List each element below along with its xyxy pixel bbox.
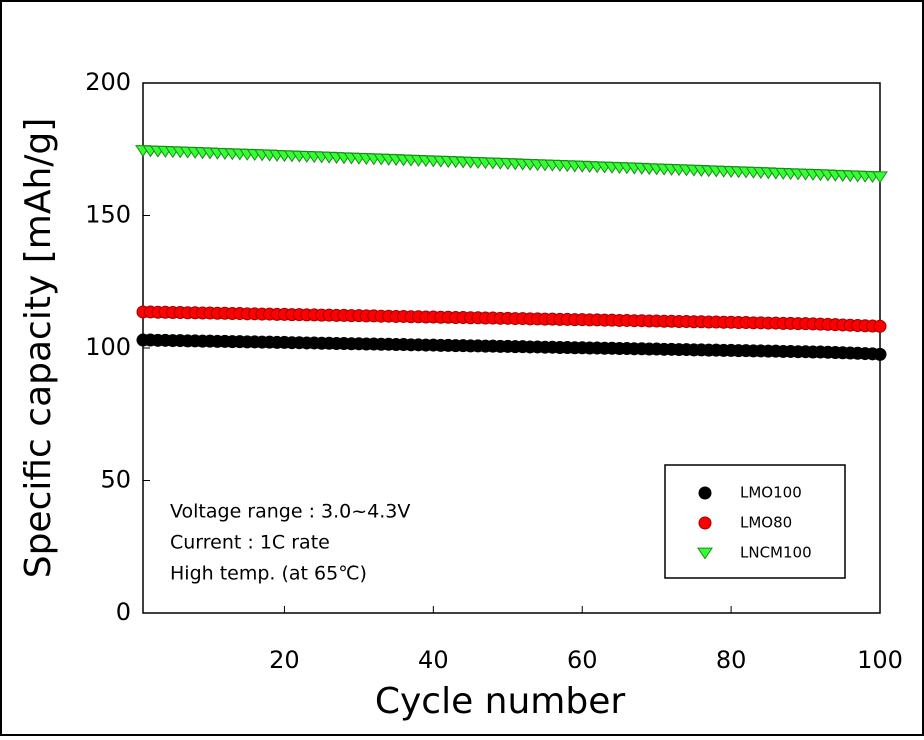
annotation: High temp. (at 65℃) [170,563,367,585]
annotation: Current : 1C rate [170,532,330,554]
x-tick-label: 40 [418,646,449,674]
y-tick-label: 0 [116,598,131,626]
legend-label: LMO100 [740,484,802,502]
marker [873,319,887,333]
marker [873,347,887,361]
legend-box [664,464,846,579]
y-tick-label: 100 [85,333,131,361]
y-tick-label: 200 [85,68,131,96]
y-axis-label: Specific capacity [mAh/g] [18,118,59,579]
x-tick-label: 20 [269,646,300,674]
legend-marker [698,516,712,530]
x-axis-label: Cycle number [375,681,626,722]
x-tick-label: 100 [857,646,903,674]
y-tick-label: 150 [85,201,131,229]
annotation: Voltage range : 3.0~4.3V [170,501,410,523]
x-tick-label: 60 [567,646,598,674]
legend-marker [697,547,713,560]
legend-label: LNCM100 [740,544,812,562]
marker [872,171,888,184]
legend-marker [698,486,712,500]
y-tick-label: 50 [100,466,131,494]
x-tick-label: 80 [716,646,747,674]
legend-label: LMO80 [740,514,792,532]
